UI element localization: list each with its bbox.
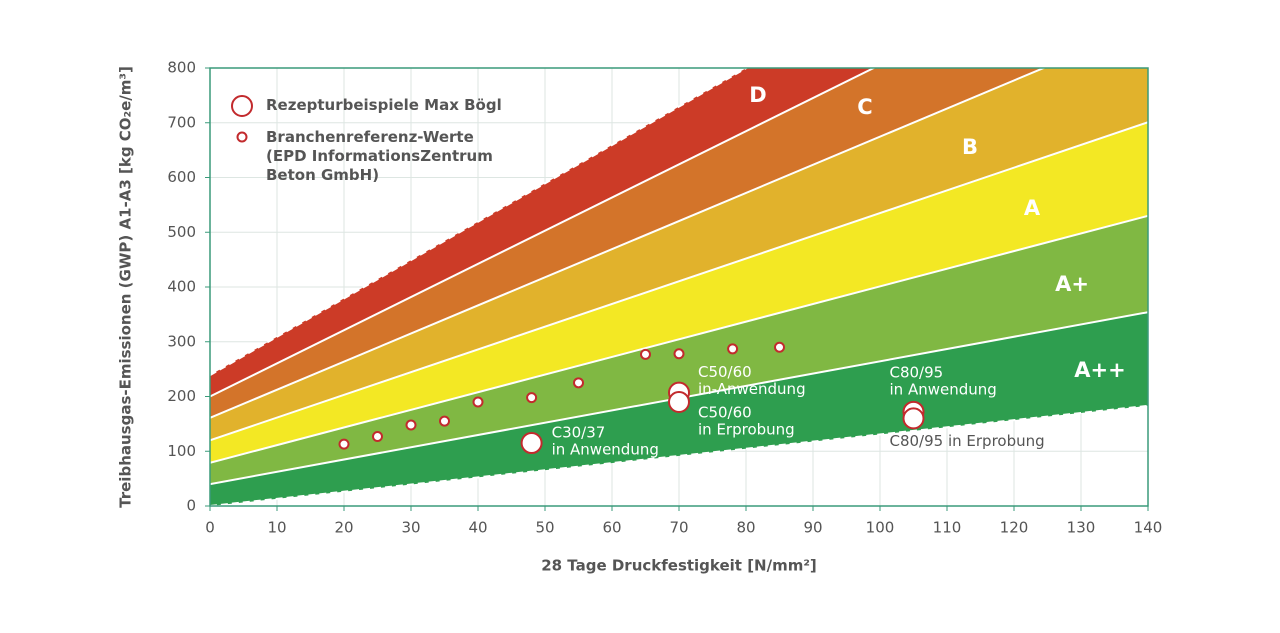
- plot-area: [210, 68, 1148, 506]
- y-tick-label: 400: [167, 278, 196, 296]
- x-tick-label: 70: [669, 519, 688, 537]
- band: [210, 122, 1148, 463]
- band-label: B: [962, 135, 978, 159]
- point: [902, 407, 925, 430]
- point: [338, 438, 350, 450]
- x-tick-label: 0: [205, 519, 215, 537]
- x-tick-label: 40: [468, 519, 487, 537]
- point: [520, 432, 543, 455]
- legend-label: Rezepturbeispiele Max Bögl: [266, 96, 502, 114]
- x-tick-label: 130: [1067, 519, 1096, 537]
- point-label: C80/95: [890, 363, 944, 381]
- y-tick-label: 700: [167, 113, 196, 131]
- band-label: A: [1024, 196, 1041, 220]
- point: [439, 415, 450, 427]
- y-tick-label: 800: [167, 59, 196, 77]
- plot-border: [209, 67, 1149, 507]
- band-label: C: [857, 95, 872, 119]
- y-tick-label: 600: [167, 168, 196, 186]
- legend-marker: [231, 95, 253, 117]
- band-label: D: [749, 83, 766, 107]
- x-tick-label: 50: [535, 519, 554, 537]
- point: [472, 396, 484, 408]
- band-label: A++: [1074, 358, 1125, 382]
- band-label: A+: [1055, 272, 1089, 296]
- x-tick-label: 140: [1134, 519, 1163, 537]
- point-label: in Anwendung: [552, 441, 659, 459]
- legend-label: Branchenreferenz-Werte (EPD Informations…: [266, 128, 493, 184]
- x-tick-label: 120: [1000, 519, 1029, 537]
- x-tick-label: 60: [602, 519, 621, 537]
- x-tick-label: 100: [866, 519, 895, 537]
- x-tick-label: 10: [267, 519, 286, 537]
- point: [372, 430, 383, 442]
- y-tick-label: 300: [167, 332, 196, 350]
- point-label: C80/95 in Erprobung: [890, 432, 1045, 450]
- legend-marker: [236, 131, 248, 143]
- point-label: C50/60: [698, 403, 752, 421]
- x-tick-label: 110: [933, 519, 962, 537]
- boundary-line: [210, 404, 1148, 506]
- point: [526, 392, 538, 404]
- y-tick-label: 100: [167, 442, 196, 460]
- x-tick-label: 90: [803, 519, 822, 537]
- point: [573, 377, 584, 389]
- point: [405, 419, 417, 431]
- point: [727, 343, 739, 355]
- boundary-line: [210, 68, 876, 398]
- point-label: in Erprobung: [698, 420, 795, 438]
- band: [210, 68, 1148, 441]
- point: [673, 348, 685, 360]
- point: [774, 341, 785, 353]
- point: [640, 348, 651, 360]
- x-tick-label: 80: [736, 519, 755, 537]
- x-tick-label: 30: [401, 519, 420, 537]
- point-label: in-Anwendung: [698, 380, 806, 398]
- y-tick-label: 500: [167, 223, 196, 241]
- point-label: in Anwendung: [890, 380, 997, 398]
- point-label: C30/37: [552, 424, 606, 442]
- x-tick-label: 20: [334, 519, 353, 537]
- y-axis-title: Treibhausgas-Emissionen (GWP) A1-A3 [kg …: [117, 66, 135, 508]
- y-tick-label: 200: [167, 387, 196, 405]
- boundary-line: [210, 121, 1148, 442]
- x-axis-title: 28 Tage Druckfestigkeit [N/mm²]: [541, 557, 817, 575]
- foreground: 0 10 20 30 40 50 60 70 80 90 100 110 120 130 140 0 100 20…: [167, 59, 1162, 537]
- y-tick-label: 0: [186, 497, 196, 515]
- boundary-line: [210, 214, 1148, 464]
- point: [668, 390, 690, 413]
- point-label: C50/60: [698, 363, 752, 381]
- boundary-line: [210, 68, 1047, 419]
- boundary-line: [210, 68, 749, 377]
